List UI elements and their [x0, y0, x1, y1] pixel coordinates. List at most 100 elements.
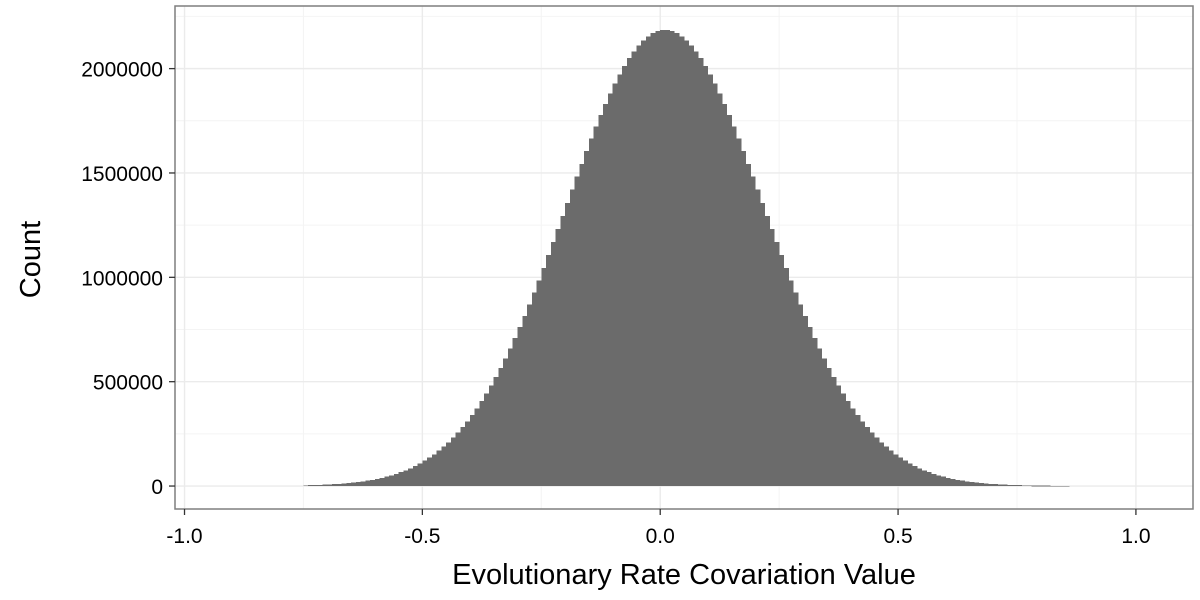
histogram-bar — [888, 450, 894, 487]
histogram-bar — [983, 483, 989, 487]
histogram-bar — [427, 457, 433, 487]
y-tick-label: 2000000 — [81, 59, 163, 82]
histogram-bar — [1055, 485, 1061, 487]
histogram-bar — [978, 483, 984, 487]
histogram-bar — [1012, 485, 1018, 487]
histogram-bar — [641, 40, 647, 487]
histogram-bar — [645, 36, 651, 487]
histogram-bar — [484, 393, 490, 487]
histogram-bar — [774, 242, 780, 487]
histogram-bar — [955, 479, 961, 487]
histogram-bar — [579, 163, 585, 487]
histogram-bar — [384, 476, 390, 487]
histogram-bars — [303, 30, 1070, 487]
histogram-bar — [1016, 485, 1022, 487]
histogram-bar — [722, 104, 728, 487]
histogram-bar — [512, 337, 518, 487]
histogram-bar — [883, 446, 889, 487]
y-tick-label: 1500000 — [81, 163, 163, 186]
histogram-bar — [1007, 484, 1013, 487]
histogram-bar — [488, 385, 494, 487]
histogram-bar — [993, 484, 999, 487]
histogram-bar — [341, 483, 347, 487]
histogram-bar — [798, 304, 804, 487]
histogram-bar — [322, 484, 328, 487]
histogram-bar — [693, 51, 699, 487]
histogram-bar — [698, 58, 704, 487]
histogram-bar — [831, 376, 837, 487]
histogram-bar — [855, 415, 861, 487]
histogram-bar — [674, 33, 680, 487]
histogram-bar — [479, 401, 485, 487]
histogram-bar — [398, 472, 404, 487]
histogram-bar — [650, 33, 656, 487]
histogram-bar — [450, 437, 456, 487]
y-tick-label: 500000 — [93, 372, 163, 395]
histogram-bar — [593, 126, 599, 487]
histogram-bar — [950, 478, 956, 487]
histogram-bar — [845, 401, 851, 487]
histogram-bar — [731, 126, 737, 487]
histogram-bar — [531, 292, 537, 487]
histogram-bar — [736, 138, 742, 487]
x-tick-label: 0.5 — [883, 525, 912, 548]
histogram-bar — [574, 176, 580, 487]
x-axis-title: Evolutionary Rate Covariation Value — [452, 559, 916, 591]
histogram-bar — [660, 30, 666, 487]
histogram-bar — [617, 74, 623, 487]
histogram-bar — [622, 65, 628, 487]
histogram-bar — [864, 427, 870, 487]
histogram-bar — [669, 31, 675, 487]
histogram-bar — [527, 304, 533, 487]
histogram-bar — [907, 463, 913, 487]
histogram-bar — [465, 421, 471, 487]
histogram-bar — [541, 267, 547, 487]
histogram-bar — [626, 58, 632, 487]
histogram-bar — [555, 229, 561, 487]
histogram-bar — [612, 83, 618, 487]
histogram-bar — [1026, 485, 1032, 487]
panel-border — [174, 5, 1194, 510]
histogram-bar — [802, 316, 808, 487]
histogram-bar — [1040, 485, 1046, 487]
histogram-bar — [940, 476, 946, 487]
histogram-bar — [1059, 485, 1065, 487]
histogram-bar — [959, 480, 965, 487]
histogram-bar — [707, 74, 713, 487]
histogram-bar — [874, 437, 880, 487]
histogram-bar — [636, 45, 642, 487]
histogram-bar — [331, 484, 337, 487]
histogram-bar — [607, 93, 613, 487]
histogram-bar — [460, 427, 466, 487]
histogram-bar — [726, 115, 732, 487]
histogram-bar — [469, 415, 475, 487]
histogram-bar — [312, 485, 318, 487]
histogram-bar — [745, 163, 751, 487]
histogram-bar — [902, 460, 908, 487]
histogram-bar — [717, 93, 723, 487]
histogram-bar — [760, 202, 766, 487]
histogram-bar — [684, 40, 690, 487]
histogram-bar — [379, 477, 385, 487]
histogram-bar — [988, 483, 994, 487]
histogram-bar — [912, 466, 918, 487]
histogram-bar — [560, 216, 566, 487]
histogram-bar — [703, 65, 709, 487]
histogram-bar — [569, 189, 575, 487]
histogram-bar — [741, 151, 747, 487]
histogram-bar — [807, 327, 813, 487]
histogram-bar — [308, 485, 314, 487]
histogram-bar — [817, 348, 823, 487]
histogram-bar — [565, 202, 571, 487]
histogram-bar — [603, 104, 609, 487]
histogram-bar — [1050, 485, 1056, 487]
histogram-bar — [750, 176, 756, 487]
histogram-bar — [550, 242, 556, 487]
histogram-bar — [969, 481, 975, 487]
y-tick-label: 0 — [151, 476, 163, 499]
histogram-bar — [365, 480, 371, 487]
histogram-bar — [1045, 485, 1051, 487]
histogram-bar — [688, 45, 694, 487]
histogram-bar — [1031, 485, 1037, 487]
